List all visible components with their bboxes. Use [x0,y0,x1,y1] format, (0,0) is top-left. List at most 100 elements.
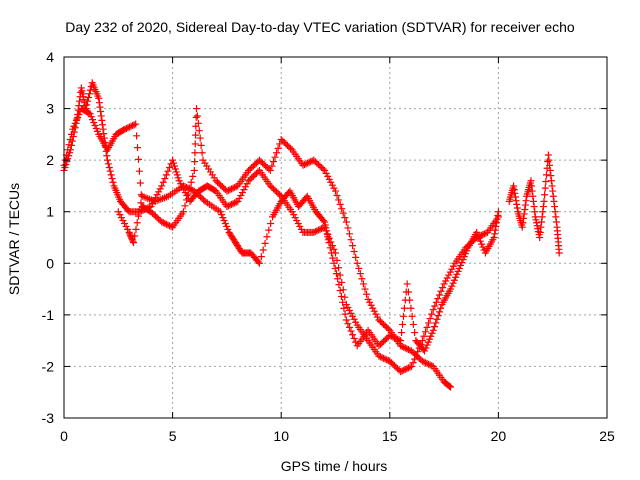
data-point [398,367,406,375]
data-point [87,113,95,121]
data-point [476,237,484,245]
data-point [333,192,341,200]
data-point [184,184,192,192]
data-point [335,281,343,289]
data-point [345,323,353,331]
data-point [183,183,191,191]
data-point [345,230,353,238]
data-point [198,149,206,157]
data-point [259,159,267,167]
data-point [245,177,253,185]
data-point [510,186,518,194]
data-point [196,134,204,142]
data-point [431,302,439,310]
data-point [344,303,352,311]
data-point [462,250,470,258]
data-point [190,166,198,174]
data-point [551,208,559,216]
data-point [330,259,338,267]
data-point [235,194,243,202]
data-point [86,110,94,118]
data-point [538,213,546,221]
data-point [318,164,326,172]
data-point [85,90,93,98]
data-point [226,201,234,209]
data-point [148,209,156,217]
data-point [541,184,549,192]
data-point [238,189,246,197]
x-tick-label: 15 [382,428,398,444]
data-point [194,119,202,127]
x-tick-label: 5 [169,428,177,444]
data-point [458,259,466,267]
data-point [435,308,443,316]
data-point [97,108,105,116]
data-point [390,334,398,342]
data-point [323,227,331,235]
data-point [325,239,333,247]
data-point [434,312,442,320]
data-point [331,264,339,272]
data-point [340,304,348,312]
data-point [103,156,111,164]
data-point [341,310,349,318]
data-point [380,337,388,345]
data-point [473,228,481,236]
data-point [373,313,381,321]
data-point [341,214,349,222]
data-point [300,161,308,169]
data-point [85,109,93,117]
data-point [358,275,366,283]
data-point [187,186,195,194]
data-point [324,233,332,241]
data-point [342,301,350,309]
data-point [313,227,321,235]
x-tick-label: 20 [491,428,507,444]
data-point [381,355,389,363]
data-point [274,144,282,152]
data-point [124,225,132,233]
data-point [364,295,372,303]
data-point [324,172,332,180]
data-point [267,220,275,228]
data-point [401,344,409,352]
data-point [155,188,163,196]
data-point [162,171,170,179]
data-point [191,149,199,157]
data-point [71,119,79,127]
data-point [534,225,542,233]
x-tick-label: 10 [273,428,289,444]
data-point [321,166,329,174]
data-point [424,338,432,346]
data-point [192,105,200,113]
data-point [330,245,338,253]
data-point [181,202,189,210]
data-point [283,141,291,149]
data-point [423,341,431,349]
data-point [273,149,281,157]
data-point [400,343,408,351]
data-point [551,203,559,211]
data-point [159,219,167,227]
data-point [186,185,194,193]
data-point [428,362,436,370]
data-point [240,186,248,194]
data-point [352,318,360,326]
data-point [392,334,400,342]
data-point [251,171,259,179]
data-point [161,220,169,228]
data-point [479,243,487,251]
data-point [447,383,455,391]
data-point [541,191,549,199]
data-point [378,354,386,362]
data-point [540,197,548,205]
data-point [432,319,440,327]
data-point [257,158,265,166]
data-point [448,282,456,290]
data-point [423,323,431,331]
data-point [394,335,402,343]
data-point [214,178,222,186]
data-point [350,315,358,323]
data-point [335,264,343,272]
data-point [311,158,319,166]
